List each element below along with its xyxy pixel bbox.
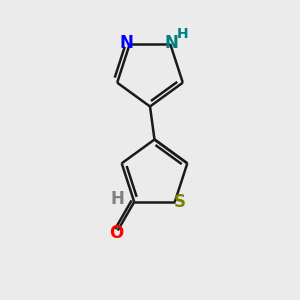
Text: S: S [174,193,186,211]
Text: N: N [119,34,133,52]
Text: H: H [176,28,188,41]
Text: N: N [165,34,179,52]
Text: O: O [109,224,123,242]
Text: H: H [111,190,125,208]
